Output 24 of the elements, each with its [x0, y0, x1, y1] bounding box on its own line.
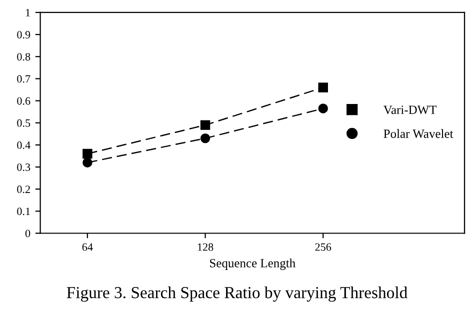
y-tick-label: 0.3	[17, 163, 30, 172]
point	[200, 120, 210, 130]
point	[200, 133, 210, 144]
point	[318, 104, 328, 114]
y-tick-label: 0.1	[17, 208, 30, 216]
x-tick-label: 128	[198, 243, 214, 251]
caption: Figure 3. Search Space Ratio by varying Threshold	[66, 286, 408, 302]
y-tick-label: 0.8	[17, 53, 30, 61]
y-tick-label: 0.4	[17, 141, 30, 149]
point	[82, 148, 92, 159]
y-tick-label: 0.2	[17, 186, 30, 194]
x-axis-title: Sequence Length	[210, 258, 296, 270]
x-tick-label: 64	[82, 243, 93, 251]
y-tick-label: 0.6	[17, 97, 30, 105]
y-tick-label: 0.5	[17, 119, 30, 127]
legend-label: Polar Wavelet	[384, 129, 454, 138]
point	[82, 158, 92, 168]
y-tick-label: 0.7	[17, 75, 30, 83]
y-tick-label: 1	[26, 8, 30, 16]
point	[318, 82, 328, 92]
y-tick-label: 0.9	[17, 30, 30, 39]
x-tick-label: 256	[315, 243, 332, 251]
legend-label: Vari-DWT	[383, 106, 437, 114]
y-tick-label: 0	[25, 230, 30, 238]
